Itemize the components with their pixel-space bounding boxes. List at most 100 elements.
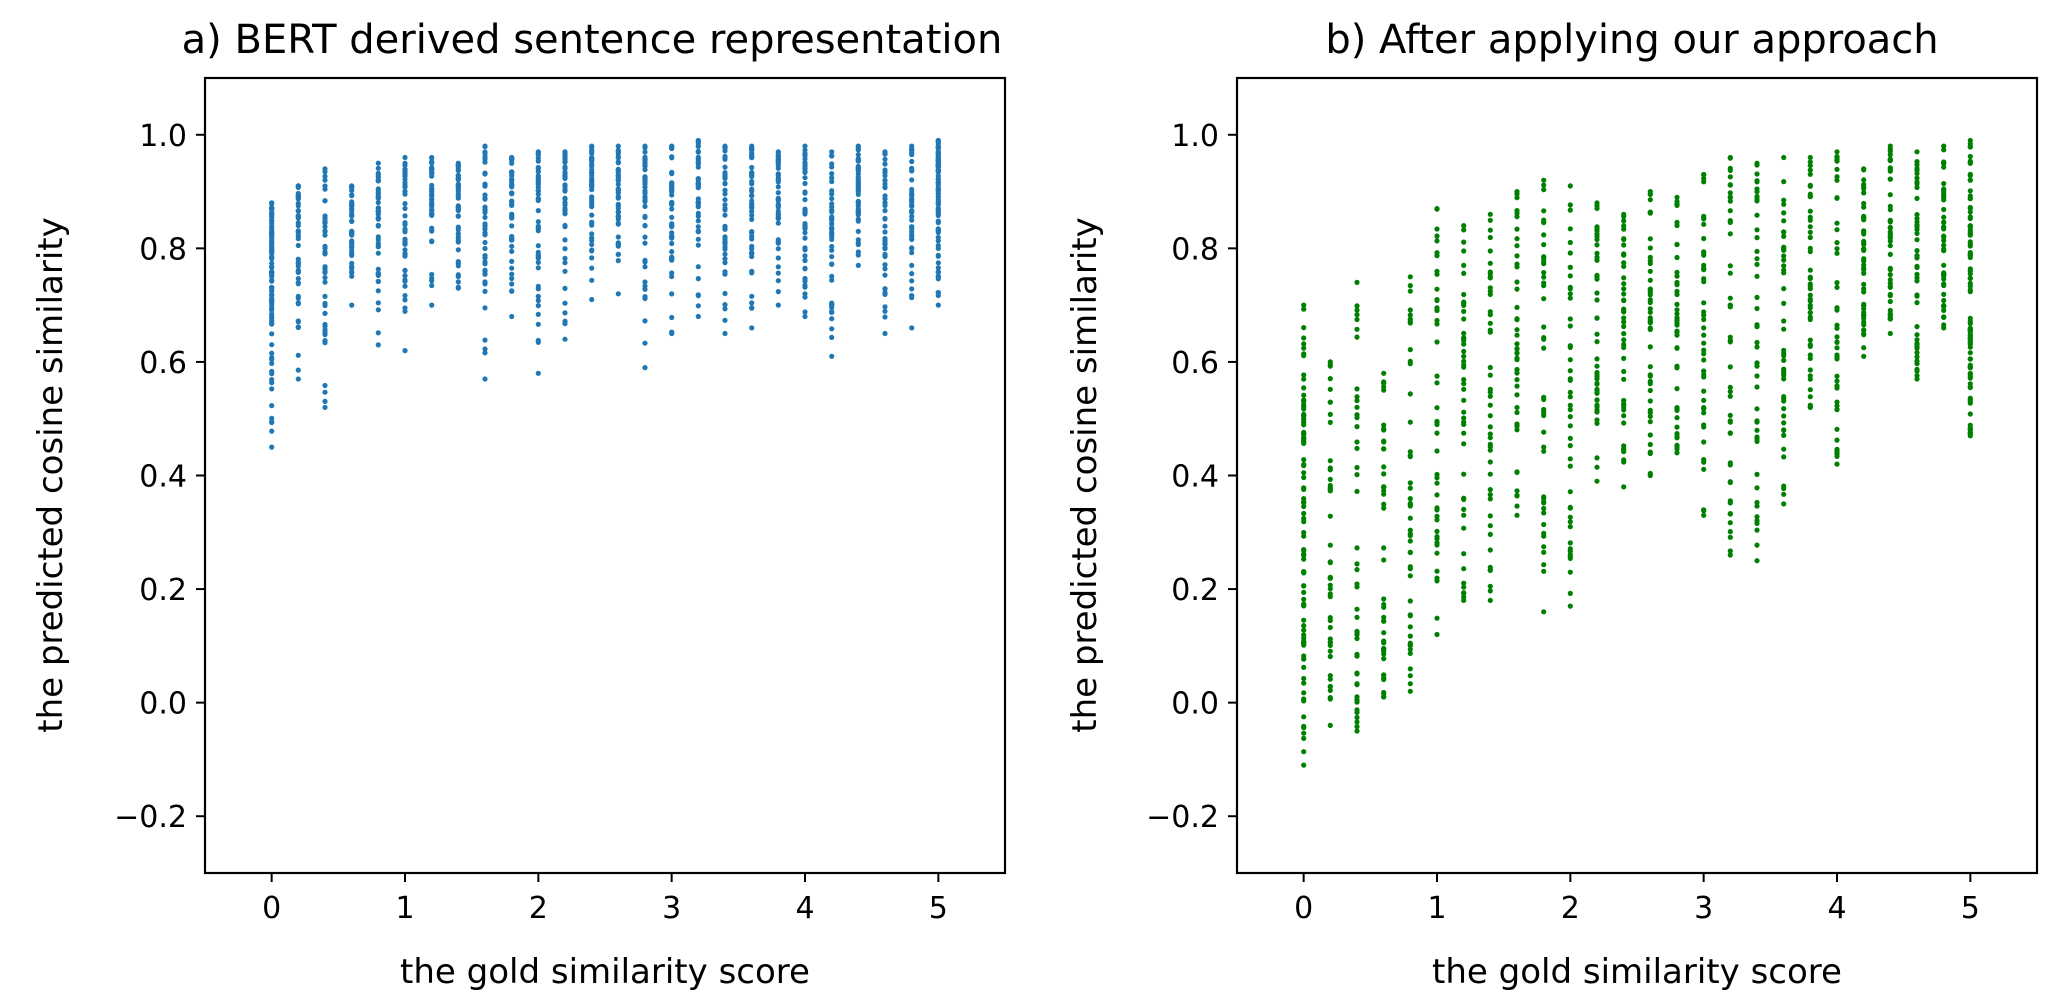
data-point (1674, 332, 1680, 338)
data-point (1887, 267, 1893, 273)
data-point (1301, 341, 1307, 347)
data-point (1301, 406, 1307, 412)
data-point (1301, 730, 1307, 736)
data-point (722, 234, 728, 240)
data-point (1327, 636, 1333, 642)
data-point (1754, 485, 1760, 491)
data-point (1461, 358, 1467, 364)
data-point (1701, 316, 1707, 323)
data-point (1754, 344, 1760, 350)
data-point (1301, 335, 1307, 341)
data-point (1754, 373, 1760, 379)
data-point (1914, 179, 1920, 185)
data-point (1701, 351, 1707, 357)
data-point (1967, 335, 1973, 341)
data-point (1567, 402, 1573, 408)
data-point (1807, 171, 1813, 177)
data-point (1381, 370, 1387, 376)
data-point (1914, 255, 1920, 261)
data-point (1301, 569, 1307, 575)
data-point (295, 319, 301, 325)
data-point (1487, 211, 1493, 217)
data-point (1594, 455, 1600, 461)
data-point (562, 255, 568, 261)
data-point (1381, 648, 1387, 654)
data-point (1674, 365, 1680, 371)
data-point (1967, 144, 1973, 150)
data-point (1381, 446, 1387, 452)
data-point (1301, 457, 1307, 463)
data-point (1834, 195, 1840, 201)
data-point (642, 279, 648, 285)
data-point (1754, 189, 1760, 195)
data-point (935, 186, 941, 192)
data-point (1594, 231, 1600, 237)
data-point (1594, 250, 1600, 256)
data-point (455, 207, 461, 214)
data-point (1861, 258, 1867, 264)
data-point (1354, 694, 1360, 700)
data-point (562, 196, 568, 202)
data-point (349, 302, 355, 308)
data-point (1861, 184, 1867, 190)
data-point (695, 203, 701, 209)
data-point (1967, 364, 1973, 370)
data-point (855, 168, 861, 174)
data-point (1941, 246, 1947, 252)
data-point (1807, 229, 1813, 235)
data-point (855, 152, 861, 158)
data-point (1354, 307, 1360, 313)
data-point (295, 352, 301, 358)
data-point (482, 232, 488, 238)
data-point (1381, 557, 1387, 563)
data-point (535, 259, 541, 265)
data-point (1327, 617, 1333, 624)
data-point (1701, 410, 1707, 416)
data-point (1674, 386, 1680, 392)
data-point (1461, 386, 1467, 392)
data-point (1754, 471, 1760, 477)
data-point (1327, 582, 1333, 588)
data-point (1674, 424, 1680, 430)
y-tick-label: 1.0 (139, 119, 187, 154)
data-point (402, 226, 408, 232)
data-point (1647, 309, 1653, 315)
data-point (1487, 393, 1493, 399)
data-point (615, 177, 621, 183)
data-point (375, 165, 381, 171)
data-point (1754, 305, 1760, 312)
data-point (402, 273, 408, 279)
data-point (1381, 604, 1387, 610)
data-point (1701, 249, 1707, 255)
data-point (775, 159, 781, 165)
data-point (1381, 380, 1387, 386)
data-point (1434, 480, 1440, 486)
data-point (455, 279, 461, 285)
data-point (1727, 548, 1733, 554)
data-point (1434, 206, 1440, 212)
data-point (882, 185, 888, 191)
data-point (1354, 707, 1360, 713)
data-point (855, 198, 861, 204)
data-point (375, 270, 381, 276)
data-point (269, 285, 275, 291)
data-point (669, 240, 675, 247)
panel-a-points (269, 137, 941, 450)
data-point (1621, 226, 1627, 232)
data-point (1514, 304, 1520, 310)
data-point (909, 325, 915, 331)
data-point (509, 184, 515, 190)
data-point (295, 230, 301, 236)
data-point (1541, 274, 1547, 280)
data-point (1807, 248, 1813, 255)
data-point (722, 251, 728, 257)
data-point (1301, 529, 1307, 536)
data-point (802, 197, 808, 203)
data-point (1914, 175, 1920, 181)
data-point (1487, 260, 1493, 266)
data-point (1594, 464, 1600, 470)
data-point (1674, 317, 1680, 323)
data-point (1941, 303, 1947, 309)
data-point (1434, 226, 1440, 232)
data-point (1514, 492, 1520, 499)
